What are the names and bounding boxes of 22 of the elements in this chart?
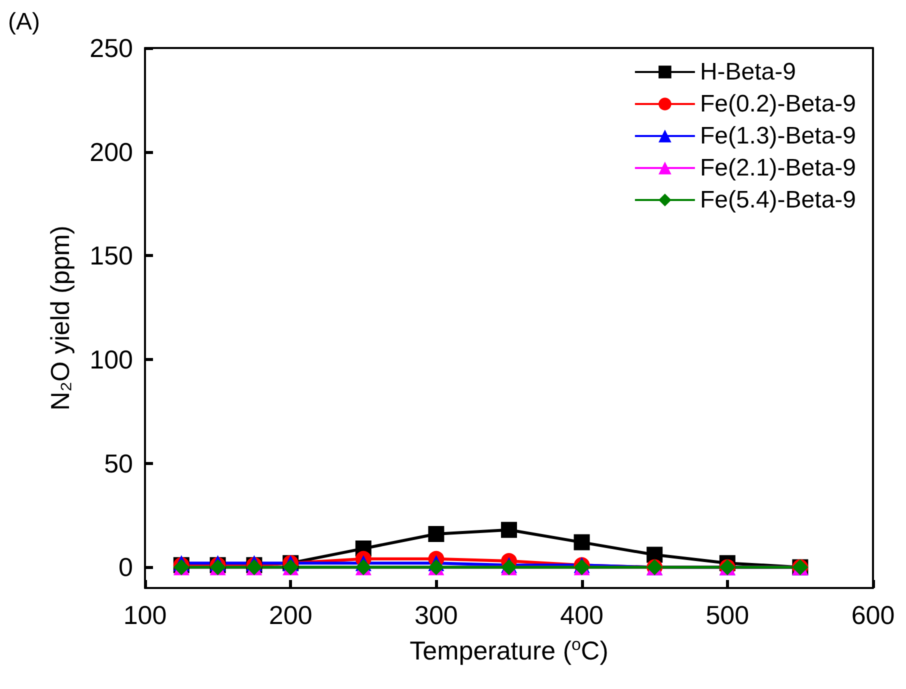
y-tick-label: 200	[90, 136, 133, 167]
y-tick-label: 0	[118, 552, 133, 582]
point	[501, 522, 517, 538]
x-tick-label: 300	[414, 600, 458, 630]
y-tick-label: 150	[90, 240, 133, 271]
x-tick-label: 600	[851, 600, 895, 630]
x-tick-label: 400	[560, 600, 604, 630]
text: (A)	[8, 8, 40, 36]
y-tick-label: 250	[90, 33, 133, 63]
x-tick-label: 100	[123, 600, 167, 630]
legend-label: Fe(0.2)-Beta-9	[700, 90, 856, 118]
point	[428, 526, 444, 542]
x-tick-label: 500	[706, 600, 750, 630]
x-tick-label: 200	[268, 600, 312, 630]
y-tick-label: 50	[104, 448, 133, 478]
y-axis-title: N₂O yield (ppm)	[45, 226, 75, 410]
y-tick-label: 100	[90, 344, 133, 375]
legend-label: H-Beta-9	[700, 58, 796, 86]
legend-label: Fe(2.1)-Beta-9	[700, 154, 856, 182]
legend-label: Fe(5.4)-Beta-9	[700, 186, 856, 214]
legend-label: Fe(1.3)-Beta-9	[700, 122, 856, 150]
point	[574, 534, 590, 550]
